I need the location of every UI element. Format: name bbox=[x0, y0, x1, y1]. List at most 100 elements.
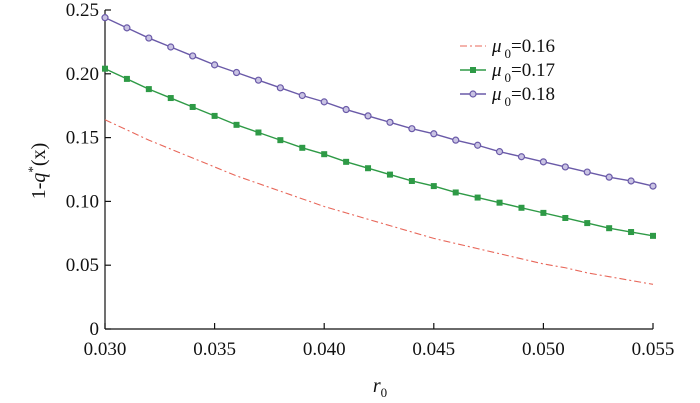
data-point bbox=[167, 43, 175, 51]
data-point bbox=[649, 182, 657, 190]
x-tick-label: 0.040 bbox=[303, 339, 346, 360]
x-tick-label: 0.045 bbox=[412, 339, 455, 360]
legend-entry: μ 0=0.16 bbox=[460, 36, 555, 61]
data-point bbox=[123, 75, 130, 82]
legend-swatch-marker bbox=[469, 90, 477, 98]
series-layer bbox=[101, 14, 657, 285]
data-point bbox=[277, 137, 284, 144]
y-tick-label: 0.05 bbox=[66, 255, 99, 276]
legend-entry: μ 0=0.18 bbox=[460, 84, 555, 109]
data-point bbox=[276, 84, 284, 92]
series-2 bbox=[102, 65, 656, 239]
data-point bbox=[452, 189, 459, 196]
data-point bbox=[232, 68, 241, 77]
y-axis-label: 1-q*(x) bbox=[25, 143, 50, 200]
y-axis-label-q: q bbox=[28, 173, 50, 183]
y-tick-label: 0.15 bbox=[66, 128, 99, 149]
series-1 bbox=[104, 119, 654, 285]
data-point bbox=[517, 153, 526, 161]
legend: μ 0=0.16μ 0=0.17μ 0=0.18 bbox=[460, 36, 555, 109]
data-point bbox=[584, 220, 591, 227]
y-tick-label: 0.10 bbox=[66, 191, 99, 212]
series-3 bbox=[101, 14, 657, 190]
legend-subscript: 0 bbox=[505, 94, 512, 109]
data-point bbox=[299, 144, 306, 151]
data-point bbox=[628, 229, 635, 236]
y-axis-label-suffix: (x) bbox=[28, 143, 50, 166]
y-tick-label: 0.20 bbox=[66, 64, 99, 85]
data-point bbox=[430, 183, 437, 190]
y-ticks: 0 0.05 0.10 0.15 0.20 0.25 bbox=[66, 0, 111, 340]
data-point bbox=[145, 34, 153, 42]
plot-area: 00.050.100.150.200.25 0.030 0.035 0.040 0.0… bbox=[66, 0, 675, 360]
data-point bbox=[233, 121, 240, 128]
series-line bbox=[104, 119, 654, 285]
data-point bbox=[365, 165, 372, 172]
data-point bbox=[101, 14, 109, 22]
data-point bbox=[320, 98, 328, 106]
data-point bbox=[474, 141, 482, 149]
legend-subscript: 0 bbox=[505, 70, 512, 85]
legend-value: =0.16 bbox=[511, 36, 555, 57]
data-point bbox=[518, 204, 525, 211]
data-point bbox=[211, 61, 219, 69]
data-point bbox=[452, 136, 460, 144]
data-point bbox=[386, 171, 393, 178]
data-point bbox=[167, 95, 174, 102]
data-point bbox=[321, 151, 328, 158]
data-point bbox=[254, 76, 263, 84]
data-point bbox=[386, 118, 394, 126]
x-axis-label-subscript: 0 bbox=[381, 385, 388, 400]
legend-value: =0.17 bbox=[511, 60, 555, 81]
legend-entry: μ 0=0.17 bbox=[460, 60, 555, 85]
y-axis-label-prefix: 1- bbox=[28, 183, 50, 200]
legend-mu: μ bbox=[491, 60, 502, 81]
x-tick-label: 0.035 bbox=[193, 339, 236, 360]
legend-label: μ 0=0.18 bbox=[491, 84, 555, 109]
data-point bbox=[583, 168, 591, 176]
data-point bbox=[189, 103, 196, 110]
legend-label: μ 0=0.17 bbox=[491, 60, 555, 85]
data-point bbox=[123, 24, 131, 32]
x-ticks: 0.030 0.035 0.040 0.045 0.050 0.055 bbox=[84, 323, 675, 360]
x-tick-label: 0.030 bbox=[84, 339, 127, 360]
data-point bbox=[102, 65, 108, 72]
data-point bbox=[298, 91, 306, 100]
data-point bbox=[562, 214, 569, 221]
data-point bbox=[474, 194, 481, 201]
data-point bbox=[145, 86, 152, 93]
x-axis-label-r: r bbox=[373, 375, 381, 397]
y-axis-label-superscript: * bbox=[25, 166, 40, 173]
data-point bbox=[342, 105, 350, 114]
data-point bbox=[364, 112, 372, 120]
legend-label: μ 0=0.16 bbox=[491, 36, 555, 61]
data-point bbox=[189, 52, 197, 60]
y-tick-label: 0.25 bbox=[66, 0, 99, 21]
data-point bbox=[605, 173, 613, 181]
data-point bbox=[539, 158, 548, 166]
x-tick-label: 0.055 bbox=[632, 339, 675, 360]
legend-mu: μ bbox=[491, 84, 502, 105]
data-point bbox=[495, 148, 504, 156]
data-point bbox=[408, 125, 416, 133]
data-point bbox=[606, 225, 613, 232]
x-tick-label: 0.050 bbox=[522, 339, 565, 360]
legend-mu: μ bbox=[491, 36, 502, 57]
legend-value: =0.18 bbox=[511, 84, 555, 105]
data-point bbox=[540, 209, 547, 216]
y-tick-label: 0 bbox=[90, 319, 100, 340]
data-point bbox=[408, 177, 415, 184]
data-point bbox=[496, 199, 503, 206]
series-line bbox=[104, 17, 654, 187]
legend-swatch-marker bbox=[470, 67, 476, 73]
series-line bbox=[104, 68, 654, 237]
data-point bbox=[650, 232, 656, 239]
data-point bbox=[561, 163, 569, 171]
data-point bbox=[343, 158, 350, 165]
legend-subscript: 0 bbox=[505, 46, 512, 61]
data-point bbox=[430, 130, 438, 138]
x-axis-label: r0 bbox=[373, 375, 387, 400]
data-point bbox=[211, 112, 218, 119]
data-point bbox=[255, 129, 262, 136]
